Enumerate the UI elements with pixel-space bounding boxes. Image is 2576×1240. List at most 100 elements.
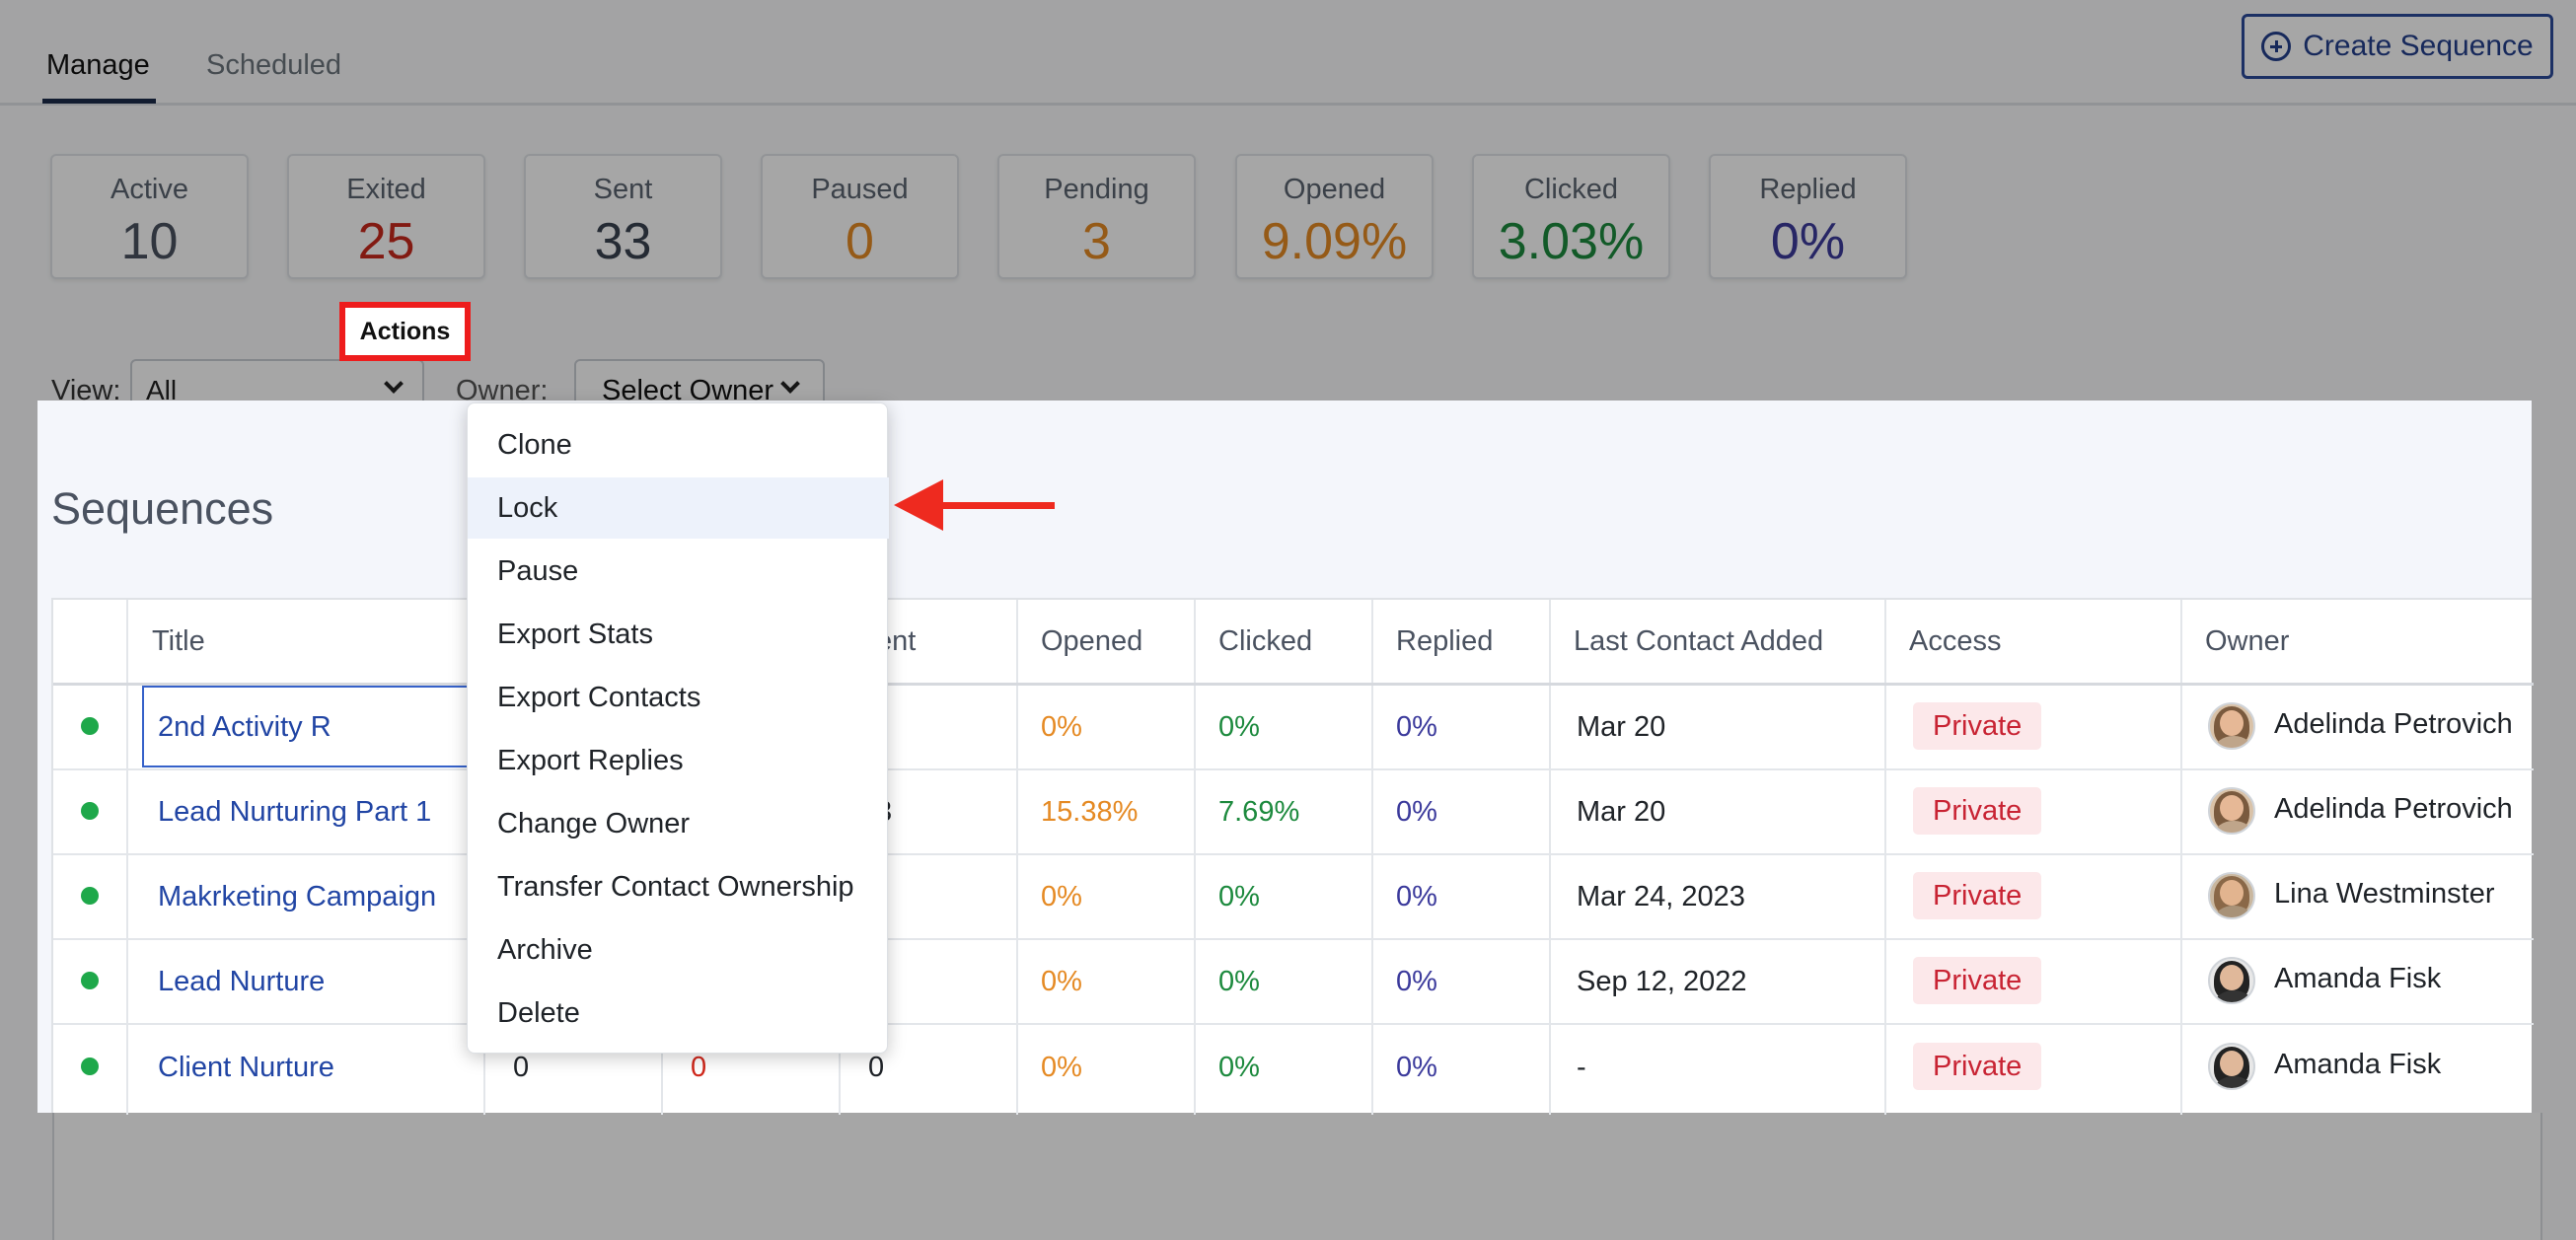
stat-label: Replied: [1759, 174, 1857, 205]
stat-label: Pending: [1044, 174, 1149, 205]
avatar: [2208, 787, 2255, 835]
status-active-icon: [81, 1058, 99, 1075]
table-continuation: [52, 1113, 2542, 1240]
sequences-panel: Sequences Title ent Opened Clicked Repli…: [37, 401, 2534, 1115]
stat-card-sent: Sent 33: [524, 154, 722, 279]
menu-item-transfer-contact-ownership[interactable]: Transfer Contact Ownership: [497, 870, 854, 903]
last-contact-value: Mar 20: [1577, 795, 1666, 828]
last-contact-value: Mar 24, 2023: [1577, 880, 1745, 912]
column-header-last-contact-added[interactable]: Last Contact Added: [1574, 624, 1824, 657]
sequence-title-link[interactable]: Client Nurture: [158, 1051, 334, 1083]
access-badge: Private: [1913, 1043, 2042, 1090]
view-select-value: All: [146, 375, 178, 405]
replied-value: 0%: [1396, 710, 1437, 743]
sequence-title-link[interactable]: Makrketing Campaign: [158, 880, 437, 912]
row-divider: [53, 1023, 2534, 1025]
actions-button[interactable]: Actions: [339, 302, 471, 361]
last-contact-value: -: [1577, 1051, 1586, 1083]
exited-value: 0: [691, 1051, 707, 1083]
tab-manage[interactable]: Manage: [46, 49, 150, 81]
stat-label: Opened: [1283, 174, 1386, 205]
menu-item-export-stats[interactable]: Export Stats: [497, 618, 653, 650]
column-header-owner[interactable]: Owner: [2205, 624, 2290, 657]
stat-label: Sent: [593, 174, 653, 205]
replied-value: 0%: [1396, 1051, 1437, 1083]
access-badge: Private: [1913, 702, 2042, 750]
column-divider: [1194, 600, 1196, 1115]
column-header-title[interactable]: Title: [152, 624, 205, 657]
replied-value: 0%: [1396, 965, 1437, 997]
column-divider: [1884, 600, 1886, 1115]
avatar: [2208, 957, 2255, 1004]
actions-menu: Clone Lock Pause Export Stats Export Con…: [467, 402, 889, 1054]
tab-bar: Manage Scheduled Create Sequence: [0, 0, 2576, 106]
opened-value: 0%: [1041, 710, 1082, 743]
stat-card-pending: Pending 3: [997, 154, 1196, 279]
stat-value: 9.09%: [1261, 213, 1408, 270]
menu-item-archive[interactable]: Archive: [497, 933, 593, 966]
menu-item-change-owner[interactable]: Change Owner: [497, 807, 691, 839]
owner-name: Amanda Fisk: [2274, 1048, 2442, 1080]
opened-value: 0%: [1041, 1051, 1082, 1083]
active-tab-indicator: [42, 99, 156, 104]
tab-scheduled[interactable]: Scheduled: [206, 49, 342, 81]
annotation-arrow-line: [932, 502, 1055, 509]
header-divider: [53, 683, 2534, 686]
chevron-down-icon: [384, 374, 404, 394]
row-divider: [53, 938, 2534, 940]
stat-card-active: Active 10: [50, 154, 249, 279]
column-divider: [126, 600, 128, 1115]
stat-value: 10: [120, 213, 179, 270]
stat-label: Exited: [346, 174, 426, 205]
sequence-title-link[interactable]: Lead Nurturing Part 1: [158, 795, 432, 828]
stat-value: 33: [594, 213, 652, 270]
sequence-title-link[interactable]: Lead Nurture: [158, 965, 326, 997]
clicked-value: 0%: [1218, 880, 1260, 912]
menu-item-lock[interactable]: Lock: [468, 477, 889, 539]
avatar: [2208, 702, 2255, 750]
stat-card-replied: Replied 0%: [1709, 154, 1907, 279]
column-header-replied[interactable]: Replied: [1396, 624, 1494, 657]
column-header-clicked[interactable]: Clicked: [1218, 624, 1313, 657]
owner-name: Adelinda Petrovich: [2274, 792, 2513, 825]
menu-item-pause[interactable]: Pause: [497, 554, 579, 587]
row-divider: [53, 853, 2534, 855]
stat-card-exited: Exited 25: [287, 154, 485, 279]
stat-label: Active: [110, 174, 188, 205]
stat-value: 25: [357, 213, 415, 270]
access-badge: Private: [1913, 957, 2042, 1004]
access-badge: Private: [1913, 787, 2042, 835]
status-active-icon: [81, 717, 99, 735]
sequence-title-link[interactable]: 2nd Activity R: [158, 710, 331, 743]
stat-value: 0%: [1770, 213, 1846, 270]
stat-value: 3.03%: [1498, 213, 1645, 270]
opened-value: 0%: [1041, 965, 1082, 997]
stat-card-paused: Paused 0: [761, 154, 959, 279]
avatar: [2208, 1043, 2255, 1090]
menu-item-delete[interactable]: Delete: [497, 996, 580, 1029]
menu-item-export-replies[interactable]: Export Replies: [497, 744, 684, 776]
owner-name: Lina Westminster: [2274, 877, 2495, 910]
sent-value: 0: [868, 1051, 885, 1083]
status-active-icon: [81, 887, 99, 905]
avatar: [2208, 872, 2255, 919]
clicked-value: 0%: [1218, 1051, 1260, 1083]
stat-card-opened: Opened 9.09%: [1235, 154, 1434, 279]
menu-item-clone[interactable]: Clone: [497, 428, 572, 461]
section-title: Sequences: [51, 483, 274, 534]
last-contact-value: Mar 20: [1577, 710, 1666, 743]
replied-value: 0%: [1396, 880, 1437, 912]
create-sequence-label: Create Sequence: [2303, 30, 2534, 62]
create-sequence-button[interactable]: Create Sequence: [2242, 14, 2553, 79]
row-divider: [53, 768, 2534, 770]
column-header-opened[interactable]: Opened: [1041, 624, 1143, 657]
owner-name: Amanda Fisk: [2274, 962, 2442, 994]
stat-label: Clicked: [1523, 174, 1619, 205]
menu-item-export-contacts[interactable]: Export Contacts: [497, 681, 701, 713]
chevron-down-icon: [780, 374, 800, 394]
column-header-access[interactable]: Access: [1909, 624, 2002, 657]
contacts-value: 0: [513, 1051, 530, 1083]
column-divider: [2180, 600, 2182, 1115]
clicked-value: 7.69%: [1218, 795, 1300, 828]
replied-value: 0%: [1396, 795, 1437, 828]
